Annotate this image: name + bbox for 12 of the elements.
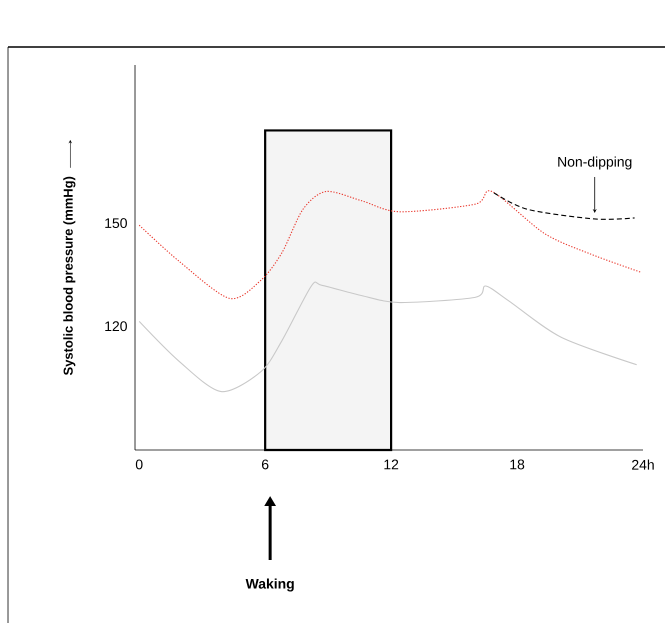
text: Non-dipping bbox=[558, 156, 632, 170]
line-series bbox=[138, 190, 642, 299]
x-tick-label: 6 bbox=[262, 459, 268, 470]
text: Waking bbox=[246, 578, 294, 592]
x-tick-label: 0 bbox=[136, 459, 143, 470]
y-tick-label: 120 bbox=[105, 321, 127, 332]
x-tick-label: 18 bbox=[510, 459, 524, 470]
y-axis-title: Systolic blood pressure (mmHg) bbox=[63, 176, 76, 376]
line-series bbox=[493, 192, 636, 220]
x-tick-label: 24h bbox=[632, 460, 654, 470]
y-tick-label: 150 bbox=[105, 218, 127, 228]
x-tick-label: 12 bbox=[384, 459, 398, 470]
